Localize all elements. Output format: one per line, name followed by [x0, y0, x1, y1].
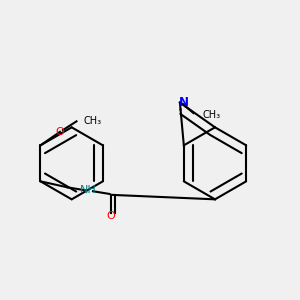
Text: CH₃: CH₃ [84, 116, 102, 126]
Text: O: O [56, 127, 64, 137]
Text: CH₃: CH₃ [202, 110, 220, 120]
Text: O: O [106, 211, 116, 221]
Text: N: N [178, 96, 188, 109]
Text: NH: NH [80, 185, 97, 195]
